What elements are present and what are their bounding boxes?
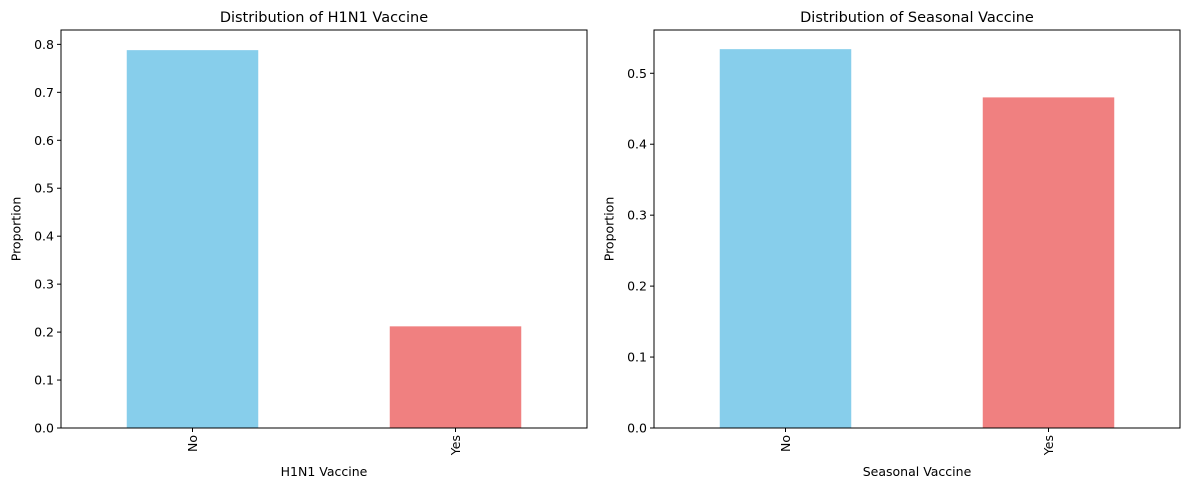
h1n1-ytick-label: 0.8	[34, 37, 54, 52]
h1n1-ytick-label: 0.7	[34, 85, 54, 100]
seasonal-ytick-label: 0.0	[627, 421, 647, 436]
h1n1-ytick-label: 0.4	[34, 229, 54, 244]
h1n1-ytick-label: 0.5	[34, 181, 54, 196]
h1n1-xtick-label-yes: Yes	[448, 435, 463, 456]
h1n1-ytick-label: 0.2	[34, 325, 54, 340]
h1n1-chart: 0.0 0.1 0.2 0.3 0.4 0.5 0.6 0.7 0.8 No Yes Distribu…	[9, 10, 588, 479]
h1n1-ytick-label: 0.0	[34, 421, 54, 436]
seasonal-axes-frame	[653, 29, 1181, 429]
h1n1-axes-frame	[60, 29, 588, 429]
seasonal-chart-title: Distribution of Seasonal Vaccine	[800, 10, 1034, 26]
h1n1-xtick-label-no: No	[185, 435, 200, 452]
seasonal-xtick-label-no: No	[778, 435, 793, 452]
seasonal-ytick-label: 0.3	[627, 208, 647, 223]
seasonal-ytick-label: 0.1	[627, 350, 647, 365]
h1n1-ytick-label: 0.3	[34, 277, 54, 292]
h1n1-y-axis-label: Proportion	[9, 197, 24, 262]
seasonal-xtick-label-yes: Yes	[1041, 435, 1056, 456]
h1n1-x-axis-label: H1N1 Vaccine	[281, 464, 368, 479]
seasonal-ytick-label: 0.2	[627, 279, 647, 294]
h1n1-ytick-label: 0.6	[34, 133, 54, 148]
seasonal-bar-yes	[982, 97, 1115, 428]
seasonal-ytick-label: 0.4	[627, 137, 647, 152]
h1n1-bar-yes	[389, 326, 522, 428]
seasonal-x-axis-label: Seasonal Vaccine	[863, 464, 972, 479]
h1n1-bar-no	[126, 50, 259, 428]
seasonal-y-axis-label: Proportion	[602, 197, 617, 262]
seasonal-bar-no	[719, 49, 852, 428]
seasonal-ytick-label: 0.5	[627, 66, 647, 81]
h1n1-chart-title: Distribution of H1N1 Vaccine	[220, 10, 428, 26]
h1n1-ytick-label: 0.1	[34, 373, 54, 388]
seasonal-chart: 0.0 0.1 0.2 0.3 0.4 0.5 No Yes Distribution of S…	[602, 10, 1181, 479]
